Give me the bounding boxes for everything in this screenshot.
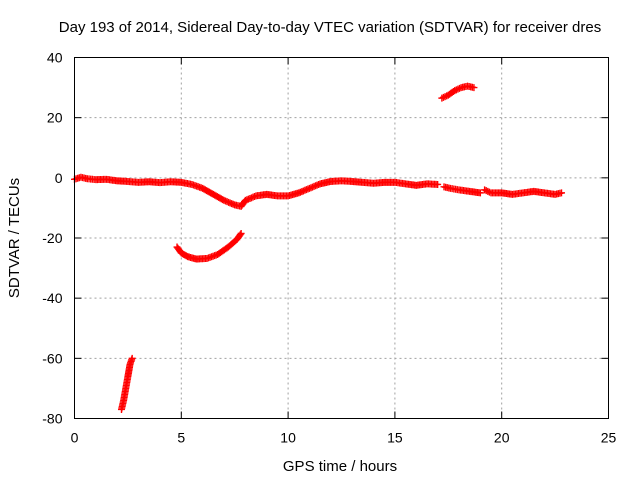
data-point (236, 231, 244, 239)
data-point (452, 86, 460, 94)
y-tick-label: 0 (55, 170, 63, 186)
series-segment-17-19 (440, 183, 484, 197)
x-tick-label: 5 (177, 430, 185, 446)
data-point (439, 93, 447, 101)
data-point (434, 180, 442, 188)
plot-frame (74, 57, 609, 419)
x-tick-label: 15 (387, 430, 403, 446)
series-main-trace (71, 173, 442, 210)
y-tick-label: -80 (42, 411, 62, 427)
data-point (128, 354, 136, 362)
data-point (481, 186, 489, 194)
x-axis-title: GPS time / hours (283, 458, 397, 475)
series-segment-19-23 (481, 186, 566, 198)
y-tick-label: 40 (47, 50, 63, 66)
series-high-arc (438, 82, 478, 102)
x-tick-label: 0 (71, 430, 79, 446)
x-tick-label: 10 (280, 430, 296, 446)
y-axis-title: SDTVAR / TECUs (6, 178, 23, 298)
grid (74, 57, 609, 419)
data-point (484, 187, 492, 195)
data-point (558, 189, 566, 197)
series-low-arc (173, 229, 245, 263)
data-point (485, 188, 493, 196)
axis-ticks: 0 5 10 15 20 25 -80 -60 -40 -20 0 20 40 (42, 50, 616, 446)
x-tick-label: 25 (601, 430, 617, 446)
y-tick-label: -20 (42, 230, 62, 246)
data-point (438, 94, 446, 102)
data-point (441, 93, 449, 101)
data-point (237, 229, 245, 237)
data-point (451, 87, 459, 95)
data-point (482, 187, 490, 195)
chart-title: Day 193 of 2014, Sidereal Day-to-day VTE… (59, 19, 601, 36)
series-steep-segment (117, 354, 136, 413)
data-point (470, 84, 478, 92)
data-point (476, 189, 484, 197)
data-point (454, 85, 462, 93)
y-tick-label: -40 (42, 290, 62, 306)
y-tick-label: 20 (47, 110, 63, 126)
x-tick-label: 20 (494, 430, 510, 446)
data-point (456, 84, 464, 92)
y-tick-label: -60 (42, 350, 62, 366)
data-points (71, 82, 566, 413)
